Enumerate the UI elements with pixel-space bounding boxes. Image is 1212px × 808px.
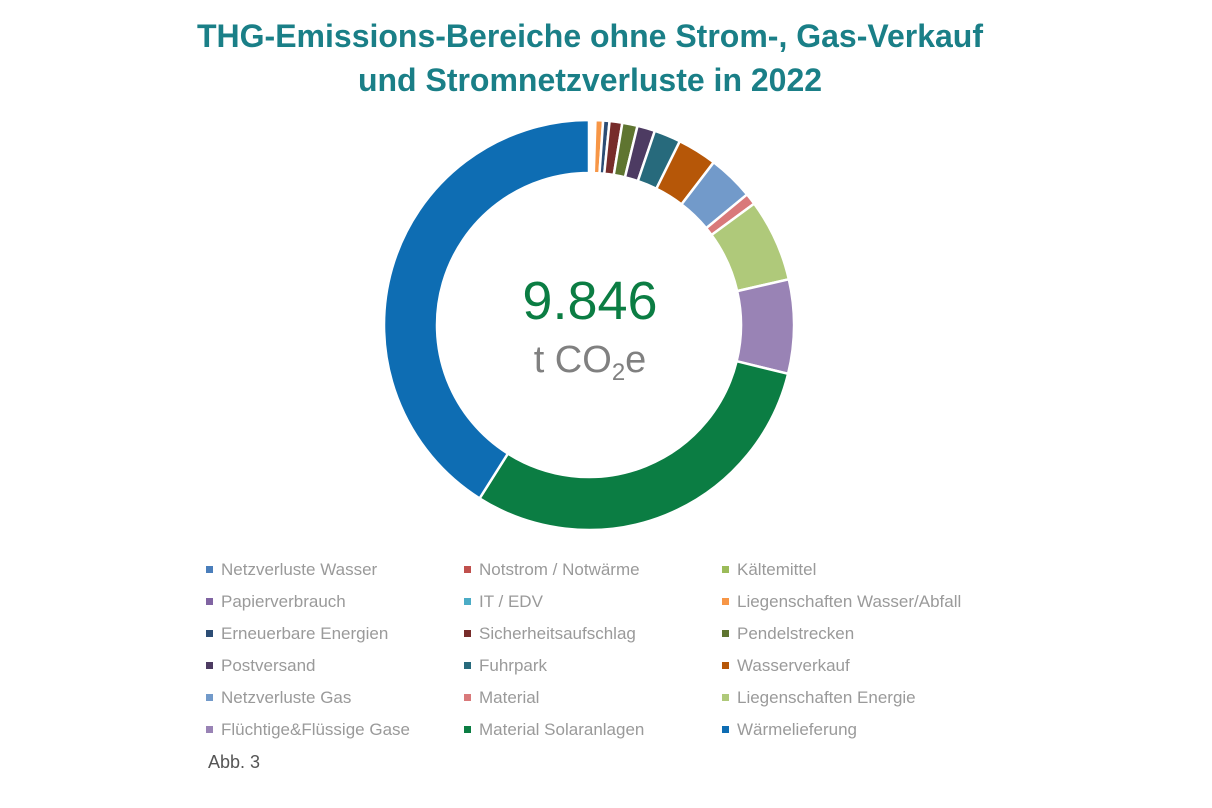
total-emissions-value: 9.846 bbox=[522, 271, 658, 331]
legend-label-15: Flüchtige&Flüssige Gase bbox=[221, 720, 410, 739]
legend-swatch-13 bbox=[464, 694, 471, 702]
legend-swatch-14 bbox=[722, 694, 729, 702]
legend-swatch-7 bbox=[464, 630, 471, 638]
legend-label-2: Kältemittel bbox=[737, 560, 817, 579]
chart-title-line-1: THG-Emissions-Bereiche ohne Strom-, Gas-… bbox=[197, 18, 983, 54]
legend-item-9: Postversand bbox=[206, 652, 316, 680]
legend-label-11: Wasserverkauf bbox=[737, 656, 850, 675]
legend-label-8: Pendelstrecken bbox=[737, 624, 855, 643]
legend-swatch-8 bbox=[722, 630, 729, 638]
legend-item-13: Material bbox=[464, 684, 539, 712]
legend-item-16: Material Solaranlagen bbox=[464, 716, 644, 744]
legend-label-0: Netzverluste Wasser bbox=[221, 560, 378, 579]
legend-label-14: Liegenschaften Energie bbox=[737, 688, 916, 707]
legend-swatch-12 bbox=[206, 694, 213, 702]
legend-item-1: Notstrom / Notwärme bbox=[464, 556, 640, 584]
unit-prefix: t CO bbox=[533, 339, 612, 381]
unit-subscript: 2 bbox=[611, 359, 626, 386]
legend-swatch-6 bbox=[206, 630, 213, 638]
legend-label-16: Material Solaranlagen bbox=[479, 720, 645, 739]
total-emissions-unit: t CO2e bbox=[440, 336, 740, 397]
legend-swatch-4 bbox=[464, 598, 471, 606]
legend-item-2: Kältemittel bbox=[722, 556, 816, 584]
legend-item-4: IT / EDV bbox=[464, 588, 543, 616]
legend-item-12: Netzverluste Gas bbox=[206, 684, 351, 712]
slice-15 bbox=[735, 277, 796, 376]
legend-swatch-9 bbox=[206, 662, 213, 670]
legend-swatch-15 bbox=[206, 726, 213, 734]
legend-item-8: Pendelstrecken bbox=[722, 620, 854, 648]
legend-item-17: Wärmelieferung bbox=[722, 716, 857, 744]
legend-label-5: Liegenschaften Wasser/Abfall bbox=[737, 592, 962, 611]
slice-17 bbox=[382, 118, 591, 501]
legend-item-14: Liegenschaften Energie bbox=[722, 684, 916, 712]
legend-swatch-2 bbox=[722, 566, 729, 574]
legend-swatch-3 bbox=[206, 598, 213, 606]
legend-label-6: Erneuerbare Energien bbox=[221, 624, 389, 643]
legend-label-9: Postversand bbox=[221, 656, 316, 675]
legend-swatch-5 bbox=[722, 598, 729, 606]
legend-item-5: Liegenschaften Wasser/Abfall bbox=[722, 588, 961, 616]
legend-item-10: Fuhrpark bbox=[464, 652, 547, 680]
legend-item-0: Netzverluste Wasser bbox=[206, 556, 377, 584]
legend-swatch-1 bbox=[464, 566, 471, 574]
unit-suffix: e bbox=[625, 339, 647, 381]
legend-label-10: Fuhrpark bbox=[479, 656, 548, 675]
legend-item-11: Wasserverkauf bbox=[722, 652, 850, 680]
legend-swatch-0 bbox=[206, 566, 213, 574]
legend-item-7: Sicherheitsaufschlag bbox=[464, 620, 636, 648]
legend-item-6: Erneuerbare Energien bbox=[206, 620, 388, 648]
legend-label-1: Notstrom / Notwärme bbox=[479, 560, 640, 579]
legend-item-15: Flüchtige&Flüssige Gase bbox=[206, 716, 410, 744]
legend-label-12: Netzverluste Gas bbox=[221, 688, 352, 707]
chart-title: THG-Emissions-Bereiche ohne Strom-, Gas-… bbox=[80, 14, 1100, 102]
legend-swatch-10 bbox=[464, 662, 471, 670]
legend-label-7: Sicherheitsaufschlag bbox=[479, 624, 636, 643]
legend-label-4: IT / EDV bbox=[479, 592, 543, 611]
legend-label-17: Wärmelieferung bbox=[737, 720, 857, 739]
legend-label-3: Papierverbrauch bbox=[221, 592, 346, 611]
legend-item-3: Papierverbrauch bbox=[206, 588, 346, 616]
figure-caption: Abb. 3 bbox=[208, 752, 261, 772]
legend-swatch-17 bbox=[722, 726, 729, 734]
legend-label-13: Material bbox=[479, 688, 540, 707]
legend-swatch-11 bbox=[722, 662, 729, 670]
legend-swatch-16 bbox=[464, 726, 471, 734]
chart-title-line-2: und Stromnetzverluste in 2022 bbox=[357, 62, 823, 98]
